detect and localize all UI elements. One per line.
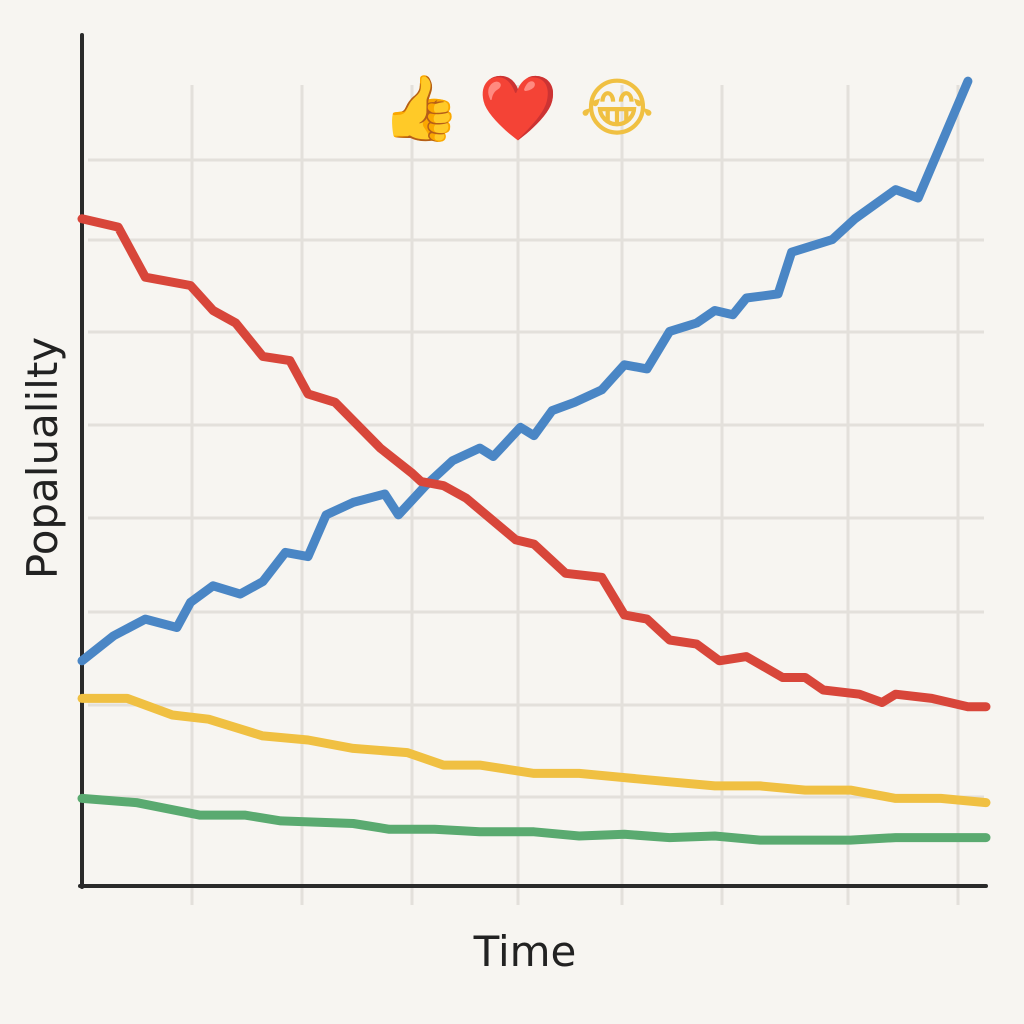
grid (88, 85, 984, 905)
series-line-wow (77, 793, 991, 845)
axes (78, 33, 988, 889)
heart-icon: ❤️ (478, 72, 558, 146)
series-line-love (77, 214, 991, 712)
y-axis-title: Popalualilty (18, 337, 67, 579)
series-line-like (77, 76, 973, 666)
legend: 👍 ❤️ 😂 (381, 72, 654, 146)
series-lines (77, 76, 991, 845)
series-line-haha (77, 693, 991, 808)
x-axis-title: Time (473, 927, 577, 976)
laughing-icon: 😂 (580, 72, 655, 146)
thumbs-up-icon: 👍 (381, 72, 461, 146)
